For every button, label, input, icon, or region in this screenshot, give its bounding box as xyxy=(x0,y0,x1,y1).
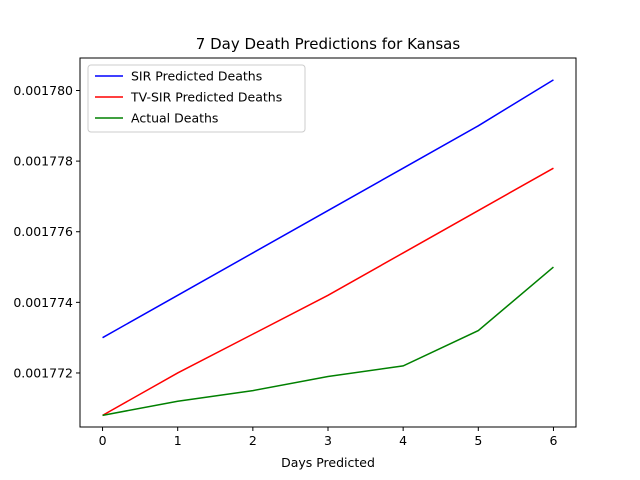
y-tick-label: 0.001776 xyxy=(13,224,73,239)
y-tick-label: 0.001778 xyxy=(13,154,73,169)
y-tick-label: 0.001780 xyxy=(13,83,73,98)
y-axis: 0.001772 0.001774 0.001776 0.001778 0.001780 xyxy=(13,83,80,380)
series-line-1 xyxy=(102,79,554,339)
y-tick-label: 0.001774 xyxy=(13,295,73,310)
x-tick-label: 2 xyxy=(249,433,257,448)
series-layer xyxy=(102,79,554,417)
legend-box xyxy=(87,64,306,133)
x-tick-label: 5 xyxy=(474,433,482,448)
x-tick-label: 1 xyxy=(174,433,182,448)
y-tick-label: 0.001772 xyxy=(13,365,73,380)
legend-label-1: SIR Predicted Deaths xyxy=(131,69,262,84)
legend: SIR Predicted Deaths TV-SIR Predicted Dea… xyxy=(87,64,306,133)
x-tick-label: 3 xyxy=(324,433,332,448)
series-line-3 xyxy=(102,266,554,417)
x-tick-label: 4 xyxy=(399,433,407,448)
x-tick-label: 0 xyxy=(99,433,107,448)
legend-label-3: Actual Deaths xyxy=(131,111,218,126)
x-tick-label: 6 xyxy=(549,433,557,448)
x-axis: 0 1 2 3 4 5 6 xyxy=(99,427,557,448)
legend-label-2: TV-SIR Predicted Deaths xyxy=(130,90,282,105)
x-axis-label: Days Predicted xyxy=(281,455,375,470)
chart-title: 7 Day Death Predictions for Kansas xyxy=(196,35,461,53)
series-line-2 xyxy=(102,167,554,417)
